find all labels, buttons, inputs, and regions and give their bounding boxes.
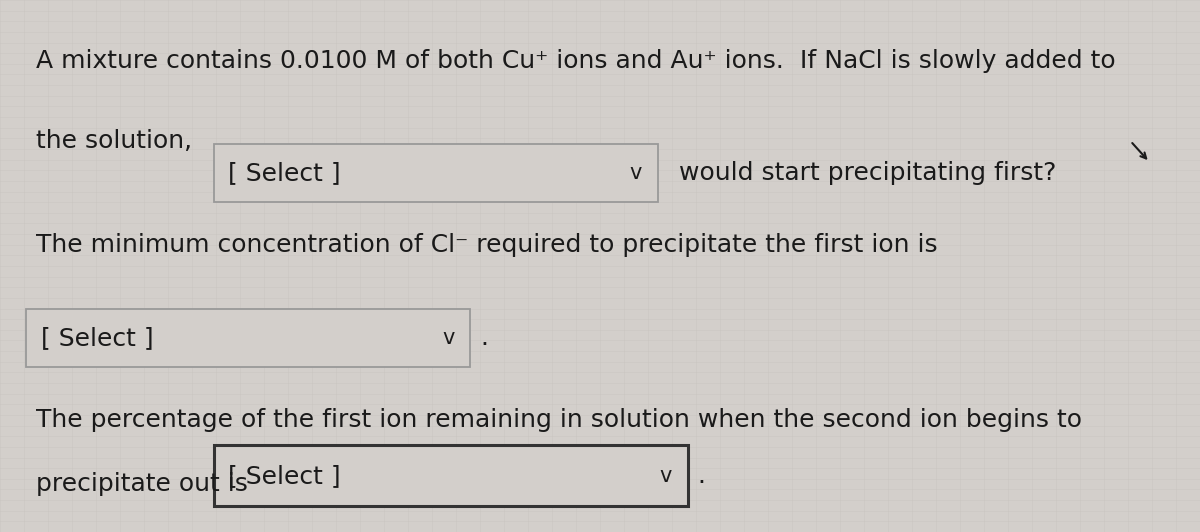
Text: the solution,: the solution,	[36, 129, 192, 153]
Text: [ Select ]: [ Select ]	[228, 464, 341, 488]
Bar	[214, 445, 688, 506]
Text: The percentage of the first ion remaining in solution when the second ion begins: The percentage of the first ion remainin…	[36, 408, 1082, 433]
Text: [ Select ]: [ Select ]	[228, 161, 341, 185]
Text: would start precipitating first?: would start precipitating first?	[679, 161, 1056, 185]
Bar	[214, 144, 658, 202]
Text: A mixture contains 0.0100 M of both Cu⁺ ions and Au⁺ ions.  If NaCl is slowly ad: A mixture contains 0.0100 M of both Cu⁺ …	[36, 49, 1116, 73]
Text: [ Select ]: [ Select ]	[41, 326, 154, 350]
Text: The minimum concentration of Cl⁻ required to precipitate the first ion is: The minimum concentration of Cl⁻ require…	[36, 232, 937, 257]
Text: .: .	[697, 464, 706, 488]
Text: v: v	[630, 163, 642, 183]
Bar	[26, 309, 470, 367]
Text: precipitate out is: precipitate out is	[36, 472, 248, 496]
Text: v: v	[443, 328, 455, 348]
Text: v: v	[660, 466, 672, 486]
Text: .: .	[480, 326, 488, 350]
